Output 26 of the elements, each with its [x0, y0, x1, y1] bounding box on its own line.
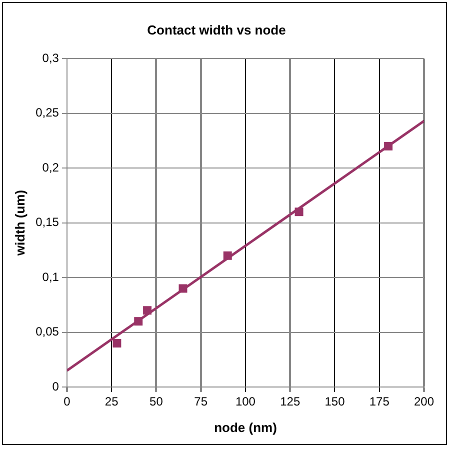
y-tick-label: 0,25 [36, 106, 60, 120]
y-axis-title: width (um) [12, 190, 28, 257]
x-tick-label: 125 [280, 394, 300, 409]
y-tick-label: 0 [52, 379, 60, 394]
point [143, 306, 152, 315]
point [223, 251, 232, 260]
x-axis-title: node (nm) [214, 420, 277, 435]
y-tick-label: 0,05 [36, 324, 60, 339]
x-tick-label: 50 [150, 394, 164, 409]
point [294, 208, 304, 216]
x-tick-label: 0 [64, 394, 71, 409]
y-tick-label: 0,2 [42, 160, 60, 174]
point [384, 142, 393, 150]
chart-title: Contact width vs node [147, 22, 286, 38]
point [134, 317, 143, 326]
x-tick-label: 150 [324, 394, 346, 409]
y-tick-label: 0,1 [42, 270, 60, 284]
point [178, 284, 188, 293]
point [112, 338, 122, 348]
y-tick-label: 0,15 [36, 215, 60, 230]
x-tick-label: 25 [104, 394, 119, 409]
x-tick-label: 200 [414, 394, 434, 409]
y-tick-label: 0,3 [42, 50, 60, 65]
x-tick-label: 75 [194, 394, 208, 409]
x-tick-label: 175 [369, 394, 390, 409]
x-tick-label: 100 [235, 394, 256, 409]
